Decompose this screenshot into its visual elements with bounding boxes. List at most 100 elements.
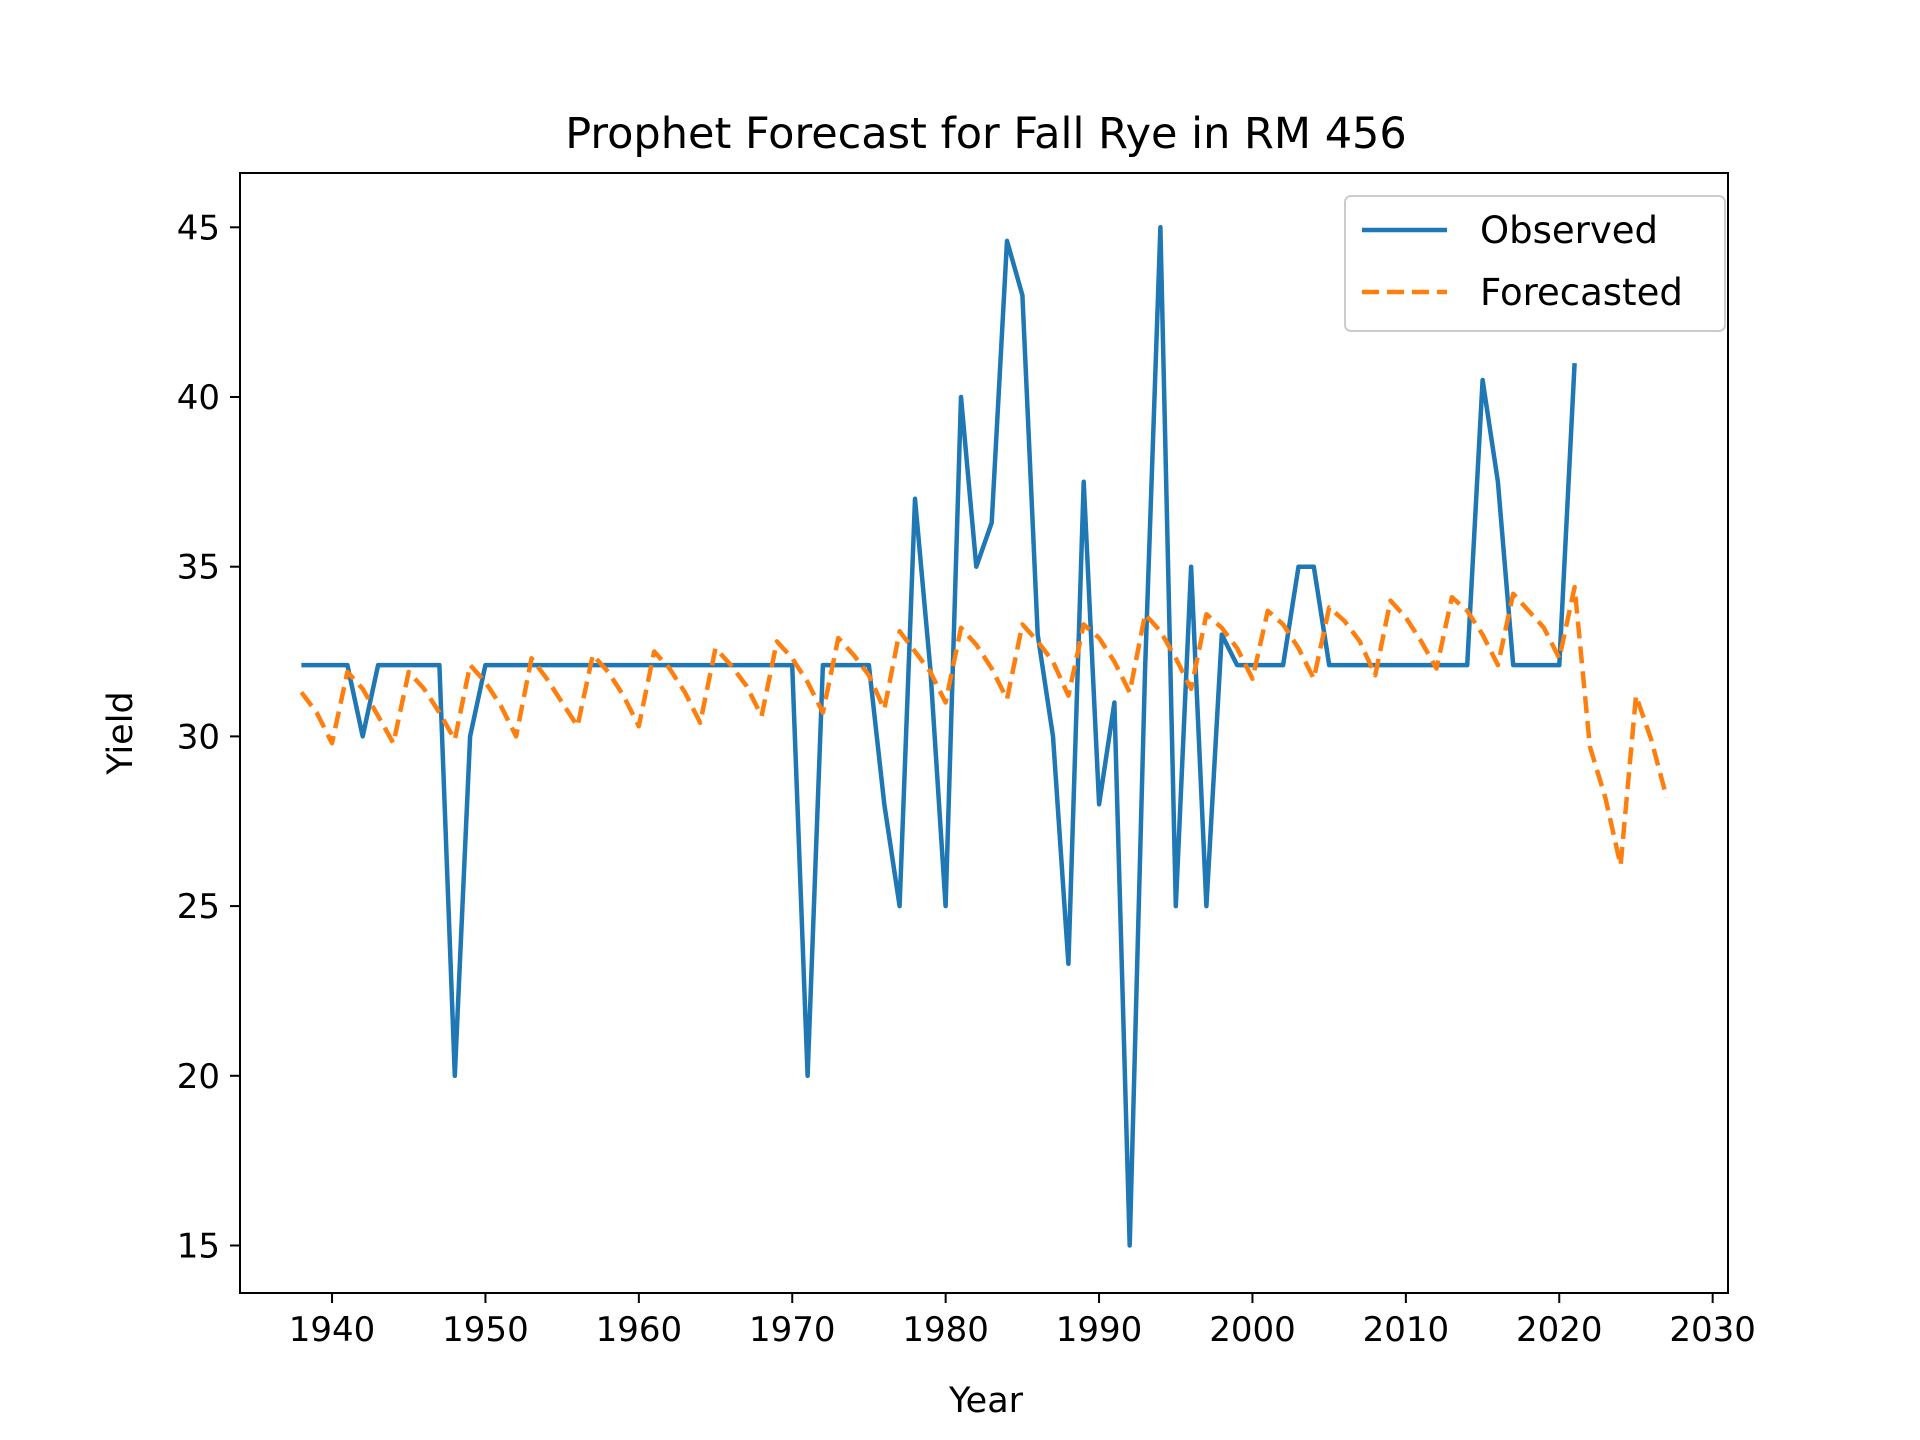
data-point-forecasted [1267, 610, 1268, 611]
x-tick-label: 1940 [289, 1310, 376, 1350]
y-axis: 15 20 25 30 35 40 45 [177, 208, 240, 1266]
data-point-forecasted [1451, 597, 1452, 598]
data-point-forecasted [684, 692, 685, 693]
data-point-forecasted [792, 658, 793, 659]
data-point-observed [424, 665, 425, 666]
data-point-forecasted [915, 651, 916, 652]
data-point-observed [746, 665, 747, 666]
data-point-forecasted [700, 722, 701, 723]
data-point-observed [915, 498, 916, 499]
x-axis: 1940 1950 1960 1970 1980 1990 2000 2010 2020 2030 [289, 1293, 1756, 1350]
data-point-forecasted [1037, 641, 1038, 642]
y-tick-label: 45 [177, 208, 220, 248]
data-point-forecasted [562, 702, 563, 703]
data-point-observed [715, 665, 716, 666]
data-point-forecasted [1467, 610, 1468, 611]
data-point-forecasted [1543, 627, 1544, 628]
series-line-forecasted [299, 584, 1669, 868]
data-point-observed [500, 665, 501, 666]
data-point-forecasted [1574, 587, 1575, 588]
data-point-forecasted [1421, 641, 1422, 642]
data-point-forecasted [638, 726, 639, 727]
data-point-forecasted [1221, 627, 1222, 628]
data-point-forecasted [1482, 634, 1483, 635]
series-layer [299, 225, 1669, 1248]
data-point-forecasted [930, 671, 931, 672]
data-point-observed [1053, 736, 1054, 737]
data-point-observed [776, 665, 777, 666]
data-point-observed [1129, 1245, 1130, 1246]
data-point-observed [1099, 804, 1100, 805]
data-point-forecasted [1528, 610, 1529, 611]
data-point-forecasted [470, 665, 471, 666]
x-tick-label: 1970 [749, 1310, 836, 1350]
legend-label-forecasted: Forecasted [1480, 271, 1683, 314]
series-line-observed [301, 225, 1577, 1248]
data-point-observed [1022, 295, 1023, 296]
data-point-forecasted [1145, 614, 1146, 615]
data-point-forecasted [1068, 695, 1069, 696]
data-point-observed [899, 906, 900, 907]
data-point-forecasted [1283, 624, 1284, 625]
y-tick-label: 25 [177, 887, 220, 927]
data-point-observed [684, 665, 685, 666]
data-point-observed [316, 665, 317, 666]
data-point-forecasted [899, 631, 900, 632]
data-point-observed [1145, 668, 1146, 669]
data-point-forecasted [776, 641, 777, 642]
data-point-observed [1329, 665, 1330, 666]
data-point-observed [1421, 665, 1422, 666]
y-tick-label: 40 [177, 378, 220, 418]
data-point-observed [1114, 702, 1115, 703]
data-point-observed [1160, 227, 1161, 228]
data-point-forecasted [730, 665, 731, 666]
data-point-forecasted [1375, 675, 1376, 676]
data-point-observed [976, 566, 977, 567]
y-tick-label: 20 [177, 1057, 220, 1097]
data-point-forecasted [316, 712, 317, 713]
data-point-observed [1206, 906, 1207, 907]
data-point-observed [1574, 363, 1575, 364]
data-point-forecasted [1620, 865, 1621, 866]
data-point-observed [654, 665, 655, 666]
data-point-observed [1344, 665, 1345, 666]
data-point-observed [1007, 240, 1008, 241]
data-point-forecasted [1636, 695, 1637, 696]
data-point-forecasted [1252, 678, 1253, 679]
data-point-observed [761, 665, 762, 666]
data-point-observed [1482, 380, 1483, 381]
data-point-forecasted [1129, 692, 1130, 693]
data-point-forecasted [991, 668, 992, 669]
data-point-forecasted [378, 716, 379, 717]
data-point-forecasted [1053, 661, 1054, 662]
data-point-forecasted [1559, 658, 1560, 659]
data-point-observed [700, 665, 701, 666]
data-point-observed [546, 665, 547, 666]
data-point-observed [1252, 665, 1253, 666]
data-point-observed [1267, 665, 1268, 666]
data-point-forecasted [577, 726, 578, 727]
x-tick-label: 2000 [1209, 1310, 1296, 1350]
data-point-forecasted [592, 654, 593, 655]
x-tick-label: 2030 [1669, 1310, 1756, 1350]
data-point-forecasted [654, 651, 655, 652]
data-point-observed [623, 665, 624, 666]
data-point-forecasted [1237, 648, 1238, 649]
y-axis-label: Yield [101, 691, 141, 775]
data-point-observed [485, 665, 486, 666]
data-point-observed [945, 906, 946, 907]
data-point-forecasted [454, 739, 455, 740]
data-point-forecasted [1313, 678, 1314, 679]
x-tick-label: 1960 [596, 1310, 683, 1350]
data-point-forecasted [485, 682, 486, 683]
data-point-forecasted [516, 736, 517, 737]
data-point-observed [1390, 665, 1391, 666]
data-point-observed [1298, 566, 1299, 567]
data-point-observed [1559, 665, 1560, 666]
data-point-observed [439, 665, 440, 666]
legend: Observed Forecasted [1344, 195, 1726, 332]
data-point-forecasted [531, 658, 532, 659]
data-point-forecasted [1344, 621, 1345, 622]
data-point-forecasted [1114, 661, 1115, 662]
data-point-observed [1451, 665, 1452, 666]
